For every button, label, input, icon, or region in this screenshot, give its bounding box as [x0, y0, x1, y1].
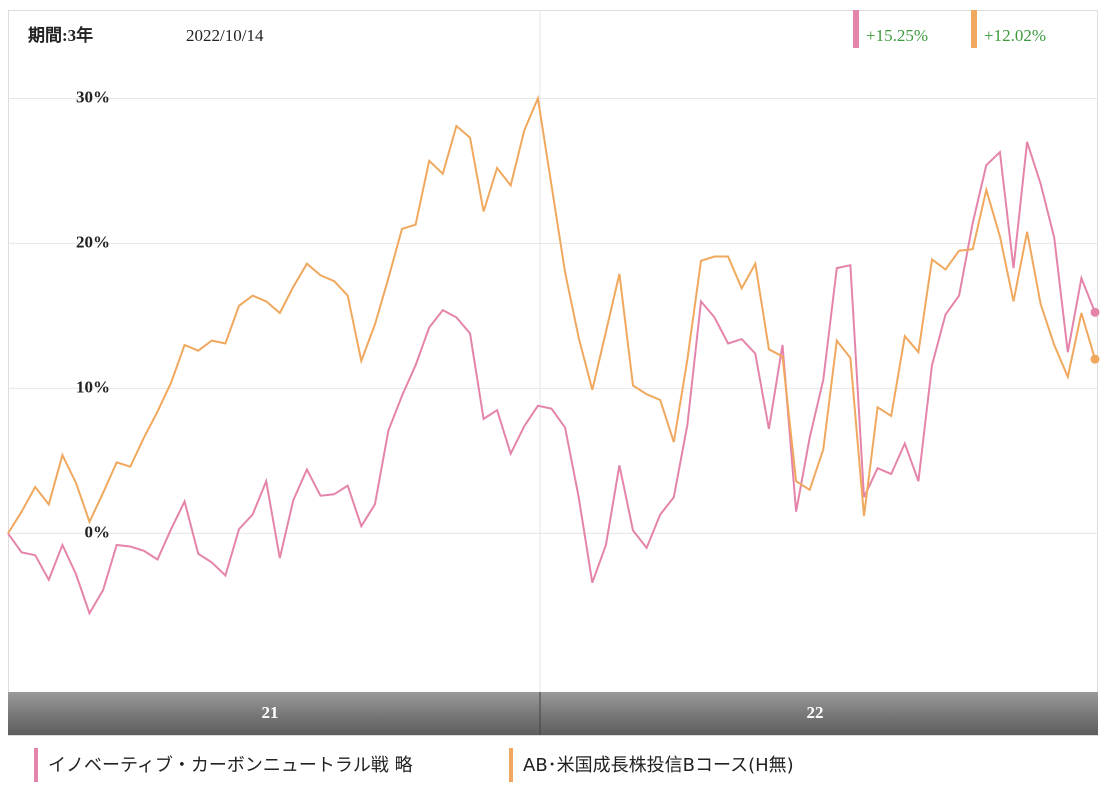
- header-value: +12.02%: [984, 26, 1046, 45]
- y-tick-label: 0%: [85, 522, 111, 541]
- end-dot: [1090, 354, 1100, 364]
- plot-frame: [8, 10, 1098, 736]
- legend-label: AB･米国成長株投信Bコース(H無): [523, 755, 794, 776]
- y-tick-label: 20%: [76, 232, 110, 251]
- series-line: [7, 141, 1096, 616]
- header-swatch: [971, 10, 977, 48]
- x-axis-band: [8, 692, 1098, 735]
- period: 期間:3年: [28, 25, 93, 45]
- legend-swatch: [509, 748, 513, 782]
- series-line: [7, 94, 1096, 534]
- y-tick-label: 30%: [76, 87, 110, 106]
- y-tick-label: 10%: [76, 377, 110, 396]
- end-dot: [1090, 307, 1100, 317]
- legend-swatch: [34, 748, 38, 782]
- date: 2022/10/14: [186, 26, 264, 45]
- header-value: +15.25%: [866, 26, 928, 45]
- header-swatch: [853, 10, 859, 48]
- x-tick-label: 21: [262, 703, 279, 722]
- chart-layer: 0% 10% 20% 30% 21 22 +15.25% イノベーティブ・カーボンニュートラル…: [7, 10, 1100, 782]
- x-tick-label: 22: [807, 703, 824, 722]
- legend-label: イノベーティブ・カーボンニュートラル戦 略: [48, 754, 413, 776]
